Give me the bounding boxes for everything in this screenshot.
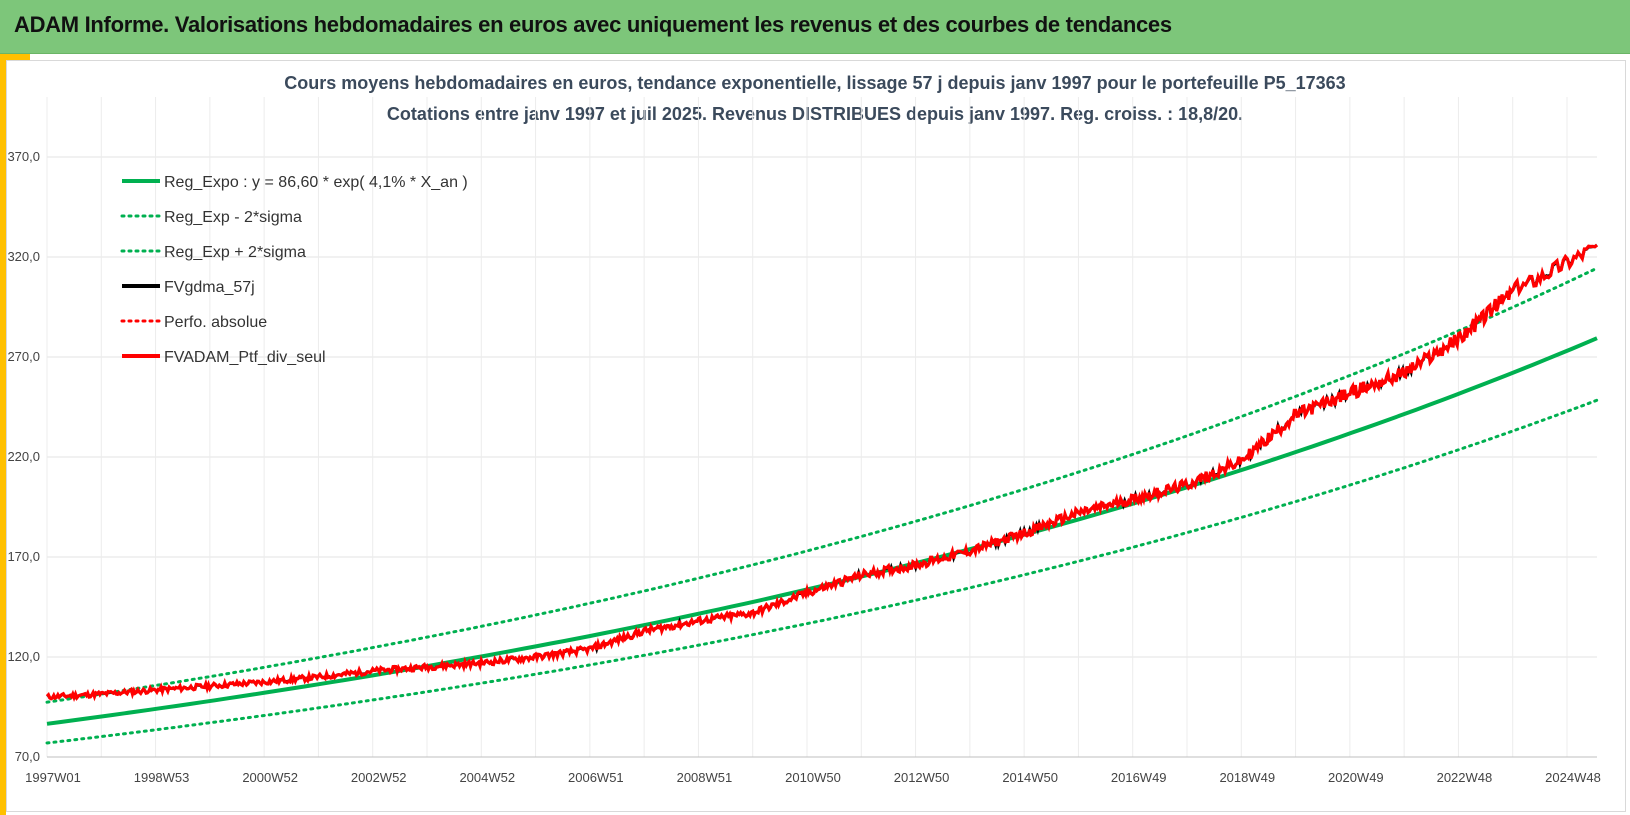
- x-tick-label: 1997W01: [25, 770, 81, 785]
- page-title: ADAM Informe. Valorisations hebdomadaire…: [14, 12, 1172, 37]
- chart-subtitle: Cotations entre janv 1997 et juil 2025. …: [386, 104, 1244, 124]
- accent-bar-top: [0, 54, 30, 60]
- y-tick-label: 70,0: [15, 749, 40, 764]
- legend-label: FVgdma_57j: [164, 279, 255, 296]
- series-reg-exp-minus-2sigma: [45, 398, 1599, 745]
- header-bar: ADAM Informe. Valorisations hebdomadaire…: [0, 0, 1630, 54]
- legend-label: Reg_Exp - 2*sigma: [164, 209, 302, 226]
- x-tick-label: 2012W50: [894, 770, 950, 785]
- accent-bar-left: [0, 54, 6, 815]
- chart-frame: [6, 60, 1626, 812]
- y-tick-label: 370,0: [7, 149, 40, 164]
- x-tick-label: 2018W49: [1219, 770, 1275, 785]
- x-tick-label: 2000W52: [242, 770, 298, 785]
- x-tick-label: 2024W48: [1545, 770, 1601, 785]
- x-tick-label: 2016W49: [1111, 770, 1167, 785]
- series-reg-exp-plus-2sigma: [45, 266, 1599, 704]
- y-tick-label: 120,0: [7, 649, 40, 664]
- x-tick-label: 2010W50: [785, 770, 841, 785]
- legend-label: Reg_Exp + 2*sigma: [164, 244, 306, 261]
- x-tick-label: 2020W49: [1328, 770, 1384, 785]
- series-reg-expo: [46, 336, 1598, 726]
- x-tick-label: 2014W50: [1002, 770, 1058, 785]
- y-tick-label: 320,0: [7, 249, 40, 264]
- legend-label: FVADAM_Ptf_div_seul: [164, 349, 326, 366]
- legend-label: Perfo. absolue: [164, 314, 267, 331]
- y-tick-label: 170,0: [7, 549, 40, 564]
- y-tick-label: 220,0: [7, 449, 40, 464]
- y-tick-label: 270,0: [7, 349, 40, 364]
- x-tick-label: 2004W52: [459, 770, 515, 785]
- series-fvadam-ptf-div-seul: [45, 243, 1599, 702]
- chart-title: Cours moyens hebdomadaires en euros, ten…: [284, 73, 1346, 93]
- x-tick-label: 2006W51: [568, 770, 624, 785]
- x-tick-label: 2002W52: [351, 770, 407, 785]
- x-tick-label: 2022W48: [1437, 770, 1493, 785]
- x-tick-label: 1998W53: [134, 770, 190, 785]
- x-tick-label: 2008W51: [677, 770, 733, 785]
- series-fvgdma-57j: [46, 243, 1598, 701]
- legend-label: Reg_Expo : y = 86,60 * exp( 4,1% * X_an …: [164, 174, 468, 191]
